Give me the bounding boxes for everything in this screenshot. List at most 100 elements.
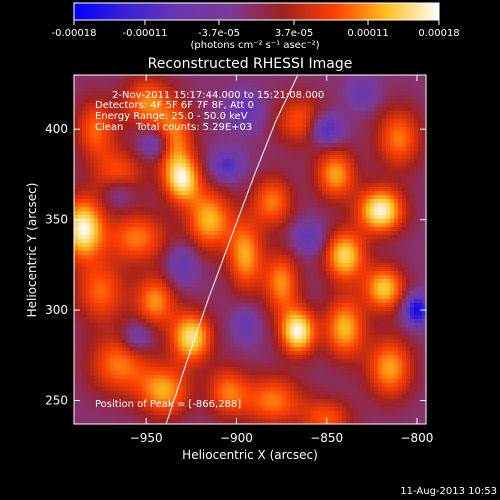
heatmap-cell (126, 115, 131, 120)
heatmap-cell (278, 247, 283, 252)
heatmap-cell (386, 175, 391, 180)
heatmap-cell (186, 155, 191, 160)
heatmap-cell (310, 143, 315, 148)
heatmap-cell (386, 271, 391, 276)
heatmap-cell (350, 267, 355, 272)
heatmap-cell (158, 239, 163, 244)
heatmap-cell (186, 183, 191, 188)
heatmap-cell (110, 155, 115, 160)
heatmap-cell (322, 283, 327, 288)
heatmap-cell (106, 95, 111, 100)
heatmap-cell (346, 91, 351, 96)
heatmap-cell (322, 131, 327, 136)
heatmap-cell (106, 171, 111, 176)
heatmap-cell (402, 115, 407, 120)
heatmap-cell (366, 283, 371, 288)
heatmap-cell (410, 275, 415, 280)
heatmap-cell (290, 283, 295, 288)
heatmap-cell (374, 207, 379, 212)
heatmap-cell (390, 207, 395, 212)
heatmap-cell (154, 75, 159, 80)
heatmap-cell (390, 191, 395, 196)
heatmap-cell (370, 235, 375, 240)
heatmap-cell (406, 147, 411, 152)
heatmap-cell (262, 279, 267, 284)
heatmap-cell (246, 87, 251, 92)
heatmap-cell (134, 287, 139, 292)
heatmap-cell (150, 75, 155, 80)
heatmap-cell (186, 123, 191, 128)
heatmap-cell (214, 231, 219, 236)
heatmap-cell (298, 111, 303, 116)
heatmap-cell (230, 275, 235, 280)
heatmap-cell (250, 187, 255, 192)
heatmap-cell (170, 271, 175, 276)
heatmap-cell (338, 107, 343, 112)
heatmap-cell (330, 263, 335, 268)
heatmap-cell (202, 151, 207, 156)
heatmap-cell (274, 251, 279, 256)
heatmap-cell (82, 75, 87, 80)
heatmap-cell (370, 191, 375, 196)
heatmap-cell (422, 207, 426, 212)
heatmap-cell (182, 179, 187, 184)
heatmap-cell (362, 255, 367, 260)
heatmap-cell (278, 203, 283, 208)
heatmap-cell (278, 243, 283, 248)
heatmap-cell (374, 215, 379, 220)
heatmap-cell (178, 95, 183, 100)
heatmap-cell (106, 279, 111, 284)
heatmap-cell (278, 219, 283, 224)
heatmap-cell (182, 203, 187, 208)
heatmap-cell (146, 179, 151, 184)
heatmap-cell (338, 215, 343, 220)
heatmap-cell (330, 291, 335, 296)
heatmap-cell (78, 255, 83, 260)
heatmap-cell (158, 251, 163, 256)
heatmap-cell (322, 247, 327, 252)
heatmap-cell (82, 131, 87, 136)
heatmap-cell (282, 127, 287, 132)
heatmap-cell (142, 159, 147, 164)
heatmap-cell (154, 207, 159, 212)
heatmap-cell (334, 123, 339, 128)
heatmap-cell (170, 175, 175, 180)
heatmap-cell (302, 207, 307, 212)
heatmap-cell (282, 179, 287, 184)
heatmap-cell (246, 187, 251, 192)
heatmap-cell (130, 219, 135, 224)
heatmap-cell (142, 131, 147, 136)
heatmap-cell (234, 287, 239, 292)
heatmap-cell (302, 283, 307, 288)
heatmap-cell (274, 255, 279, 260)
heatmap-cell (354, 259, 359, 264)
heatmap-cell (242, 203, 247, 208)
heatmap-cell (118, 247, 123, 252)
heatmap-cell (390, 175, 395, 180)
heatmap-cell (142, 163, 147, 168)
heatmap-cell (170, 183, 175, 188)
heatmap-cell (342, 159, 347, 164)
heatmap-cell (390, 95, 395, 100)
heatmap-cell (230, 211, 235, 216)
heatmap-cell (398, 191, 403, 196)
heatmap-cell (266, 159, 271, 164)
heatmap-cell (162, 147, 167, 152)
heatmap-cell (366, 103, 371, 108)
heatmap-cell (338, 235, 343, 240)
heatmap-cell (134, 79, 139, 84)
colorbar-tick-label: 0.00011 (347, 28, 388, 39)
heatmap-cell (86, 95, 91, 100)
heatmap-cell (298, 143, 303, 148)
heatmap-cell (366, 247, 371, 252)
heatmap-cell (394, 263, 399, 268)
heatmap-cell (214, 263, 219, 268)
heatmap-cell (362, 219, 367, 224)
heatmap-cell (138, 295, 143, 300)
heatmap-cell (142, 79, 147, 84)
heatmap-cell (210, 199, 215, 204)
heatmap-cell (194, 207, 199, 212)
heatmap-cell (354, 183, 359, 188)
heatmap-cell (74, 283, 79, 288)
heatmap-cell (246, 175, 251, 180)
